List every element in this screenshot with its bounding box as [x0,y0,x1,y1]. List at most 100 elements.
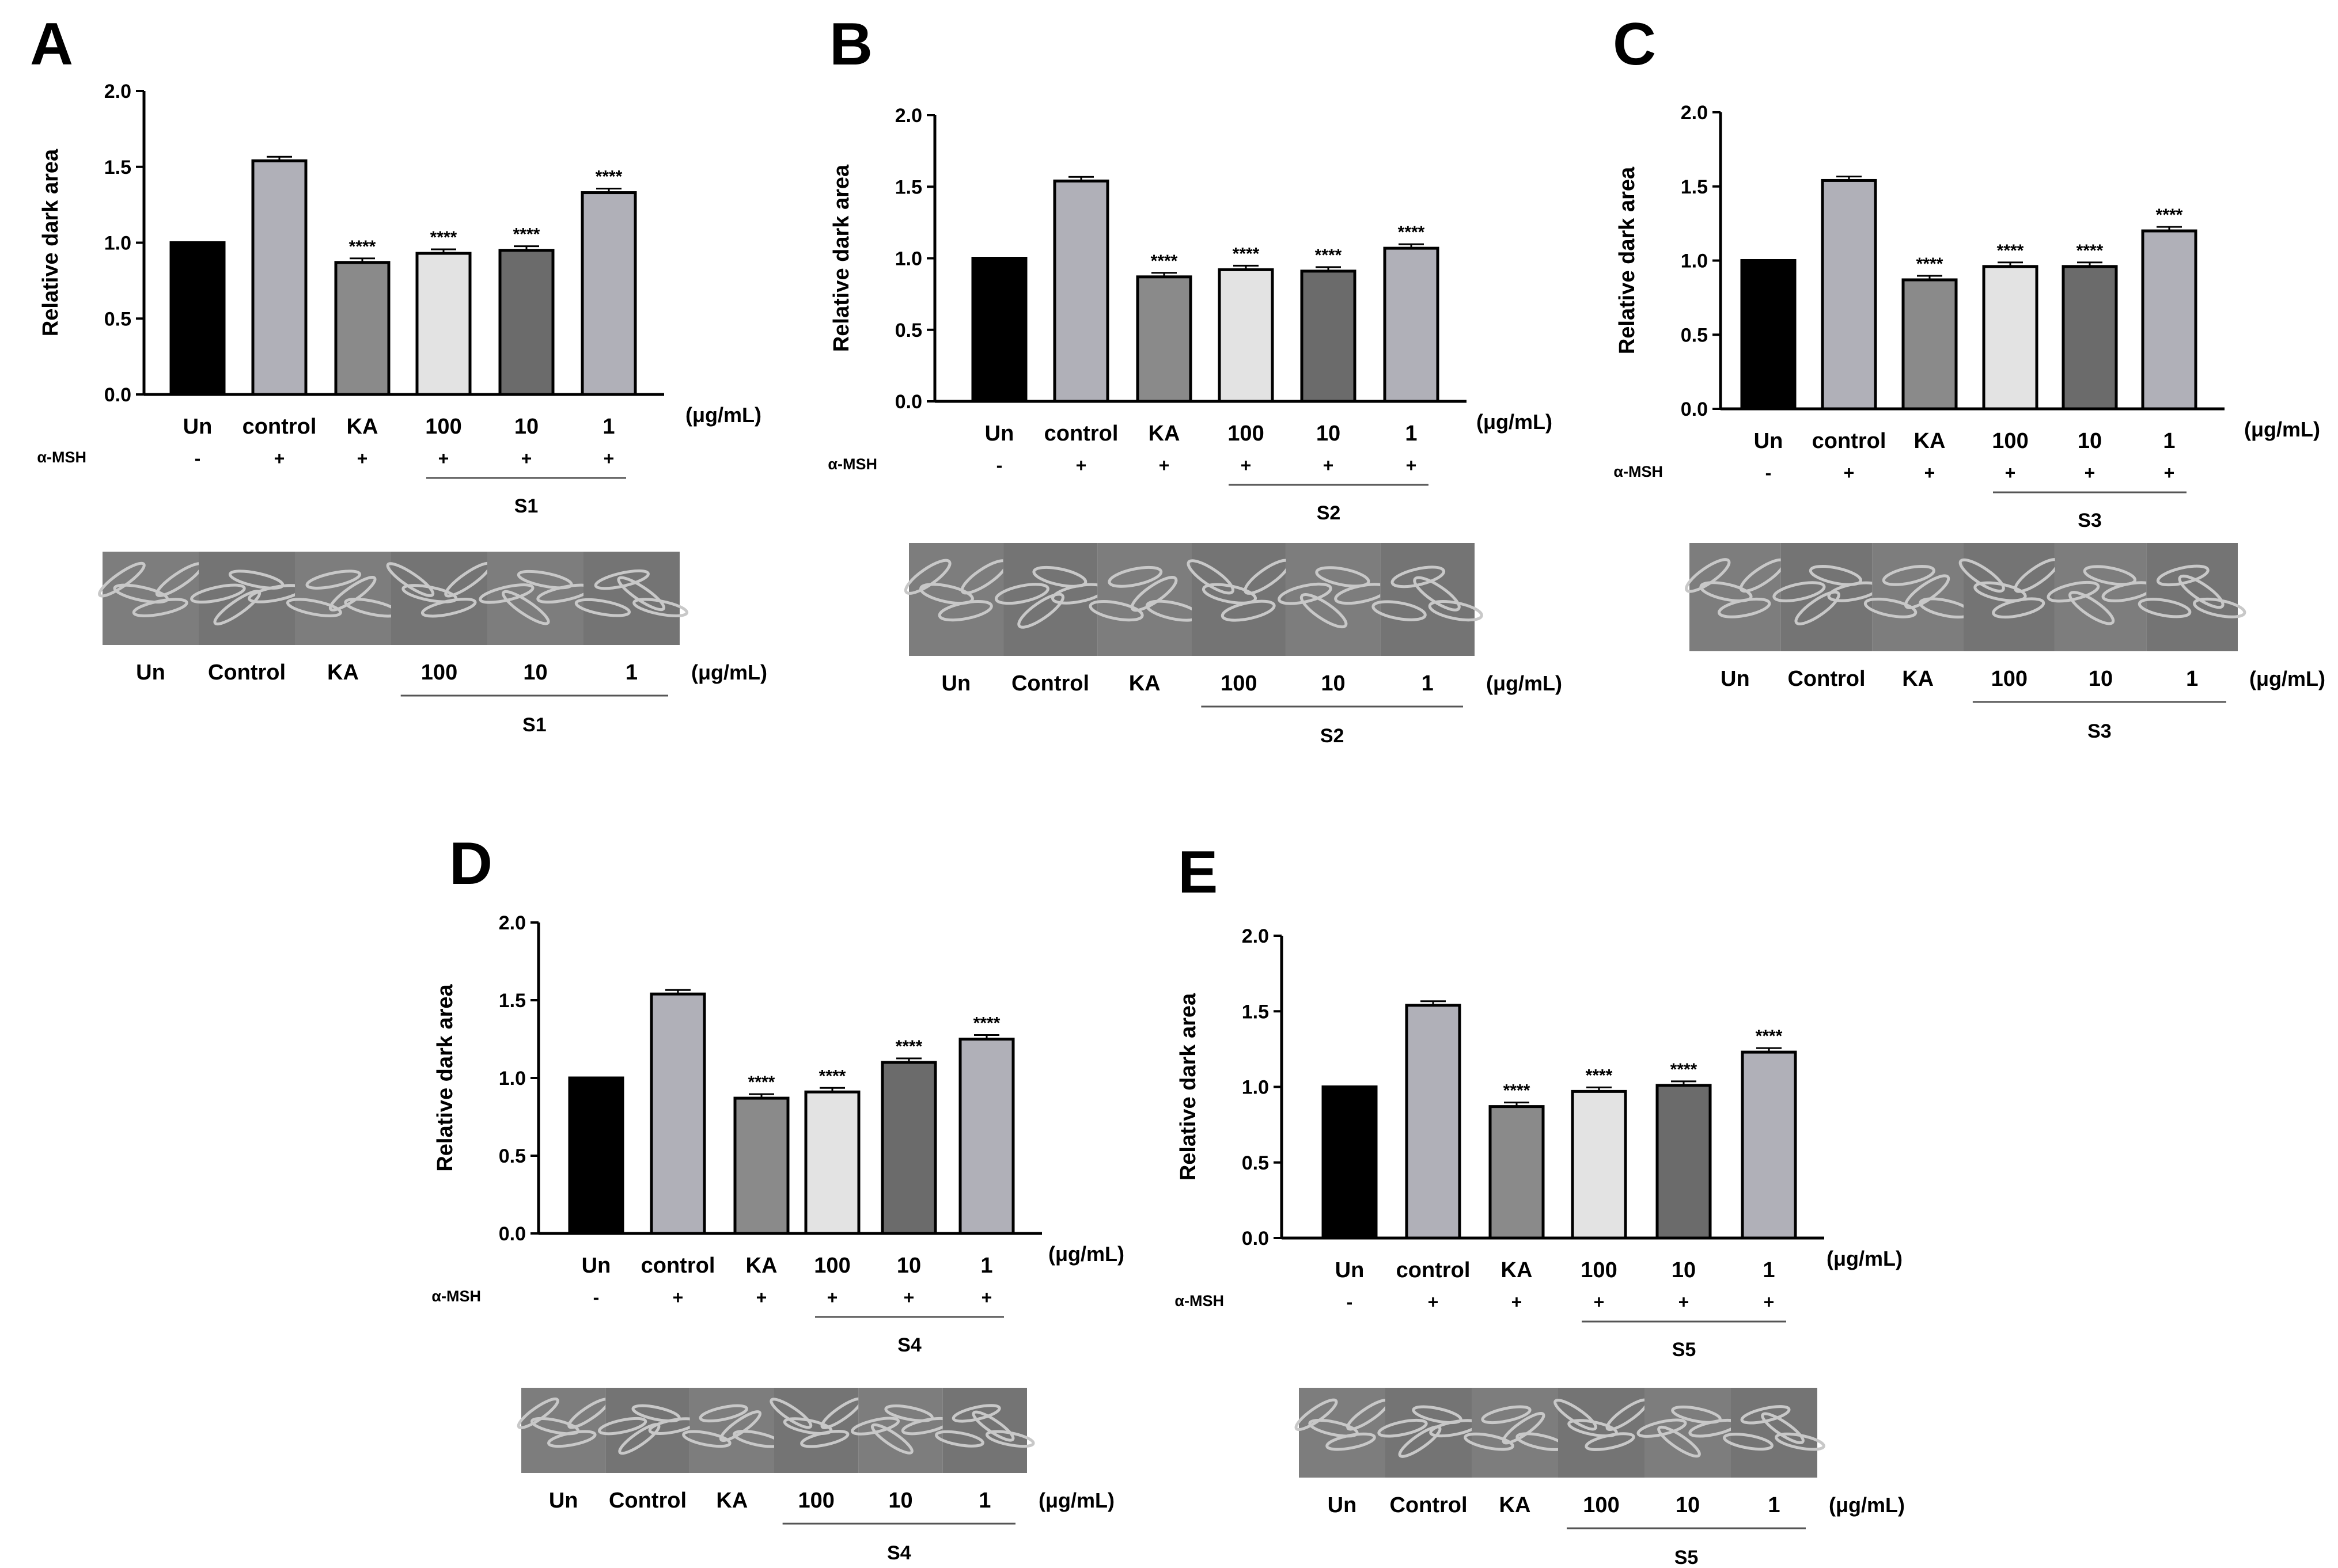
msh-sign: + [1678,1292,1689,1312]
msh-sign: + [521,448,532,469]
image-label: Un [549,1489,578,1513]
cell-shape [870,1423,914,1455]
bar [1488,1105,1545,1240]
cell-shape [1390,565,1446,589]
sample-label: S2 [1317,502,1341,524]
panel-letter: C [1613,11,1656,78]
y-tick-label: 1.5 [1681,176,1708,198]
unit-label: (μg/mL) [1476,410,1552,434]
bar [958,1038,1015,1235]
cell-shape [597,1417,647,1436]
msh-label: α-MSH [431,1288,481,1305]
y-tick-label: 0.5 [499,1145,526,1167]
cell-shape [1809,565,1862,586]
image-label: Control [1389,1493,1467,1517]
micrograph-image [942,1388,1027,1473]
bar [881,1061,937,1235]
category-label: 10 [2078,429,2102,453]
cell-shape [1958,558,2005,593]
cell-shape [1398,1425,1442,1458]
msh-sign: + [673,1287,684,1308]
cell-shape [1699,581,1753,602]
y-tick-label: 0.0 [104,384,131,406]
y-tick-label: 1.5 [895,176,922,198]
image-sample-label: S4 [887,1542,911,1564]
y-axis-label: Relative dark area [433,984,457,1171]
category-label: KA [1914,429,1946,453]
msh-sign: + [756,1287,767,1308]
image-label: 100 [1583,1493,1619,1517]
micrograph-image [1872,543,1964,651]
cell-shape [132,598,188,617]
msh-sign: - [996,455,1003,476]
micrograph-image [1964,543,2055,651]
image-label: KA [327,660,359,685]
category-label: 10 [514,415,539,439]
image-label: Control [1011,671,1089,696]
image-label: KA [1129,671,1161,696]
image-label: Un [1328,1493,1357,1517]
bar [1136,275,1192,403]
category-label: Un [582,1254,611,1278]
cell-shape [1775,1432,1825,1451]
category-label: KA [746,1254,778,1278]
panel-letter: A [30,11,73,78]
image-sample-label: S1 [522,714,547,736]
y-axis-label: Relative dark area [1176,993,1200,1180]
cell-shape [420,597,477,618]
micrograph-strip [517,1388,1035,1473]
micrograph-strip [1294,1388,1825,1478]
cell-shape [1187,559,1234,595]
significance-label: **** [1233,244,1260,263]
image-label: 10 [888,1489,912,1513]
cell-shape [985,1430,1035,1448]
significance-label: **** [1997,241,2024,260]
bar [971,257,1028,403]
image-unit-label: (μg/mL) [1829,1493,1905,1517]
cell-shape [1278,582,1332,605]
category-label: 1 [1763,1258,1775,1282]
bar [804,1090,861,1235]
msh-sign: + [1323,455,1334,476]
cell-shape [1992,597,2045,619]
image-label: KA [1902,667,1934,691]
category-label: 100 [1992,429,2028,453]
micrograph-image [1558,1388,1644,1478]
y-tick-label: 2.0 [499,912,526,934]
image-unit-label: (μg/mL) [1039,1489,1115,1512]
cell-shape [1089,600,1144,622]
msh-label: α-MSH [1174,1292,1224,1309]
y-tick-label: 0.0 [1681,398,1708,420]
msh-sign: + [1924,462,1935,483]
cell-shape [1863,597,1918,618]
sample-label: S1 [514,495,539,517]
cell-shape [1221,599,1276,622]
msh-sign: + [1406,455,1417,476]
msh-sign: + [827,1287,838,1308]
y-tick-label: 0.5 [1242,1152,1269,1174]
y-tick-label: 1.0 [1242,1077,1269,1099]
image-sample-label: S3 [2087,720,2112,742]
msh-sign: - [1347,1292,1353,1312]
image-label: Control [208,660,286,685]
msh-sign: + [1241,455,1252,476]
msh-sign: + [904,1287,915,1308]
micrograph-image [1472,1388,1558,1478]
y-tick-label: 1.5 [499,990,526,1012]
micrograph-image [1689,543,1781,651]
msh-sign: - [195,448,201,469]
msh-sign: + [438,448,449,469]
significance-label: **** [973,1014,1001,1033]
significance-label: **** [1586,1066,1613,1085]
significance-label: **** [896,1037,923,1056]
sample-label: S4 [897,1334,922,1356]
msh-sign: - [1765,462,1772,483]
cell-shape [1740,1405,1791,1425]
category-label: Un [183,415,213,439]
bar [650,992,706,1235]
panel-c: C Relative dark area 0.0 0.5 1.0 1.5 2.0 Un - con… [1613,11,2325,742]
category-label: Un [1754,429,1783,453]
micrograph-image [1192,543,1286,656]
image-label: 1 [1422,671,1434,696]
